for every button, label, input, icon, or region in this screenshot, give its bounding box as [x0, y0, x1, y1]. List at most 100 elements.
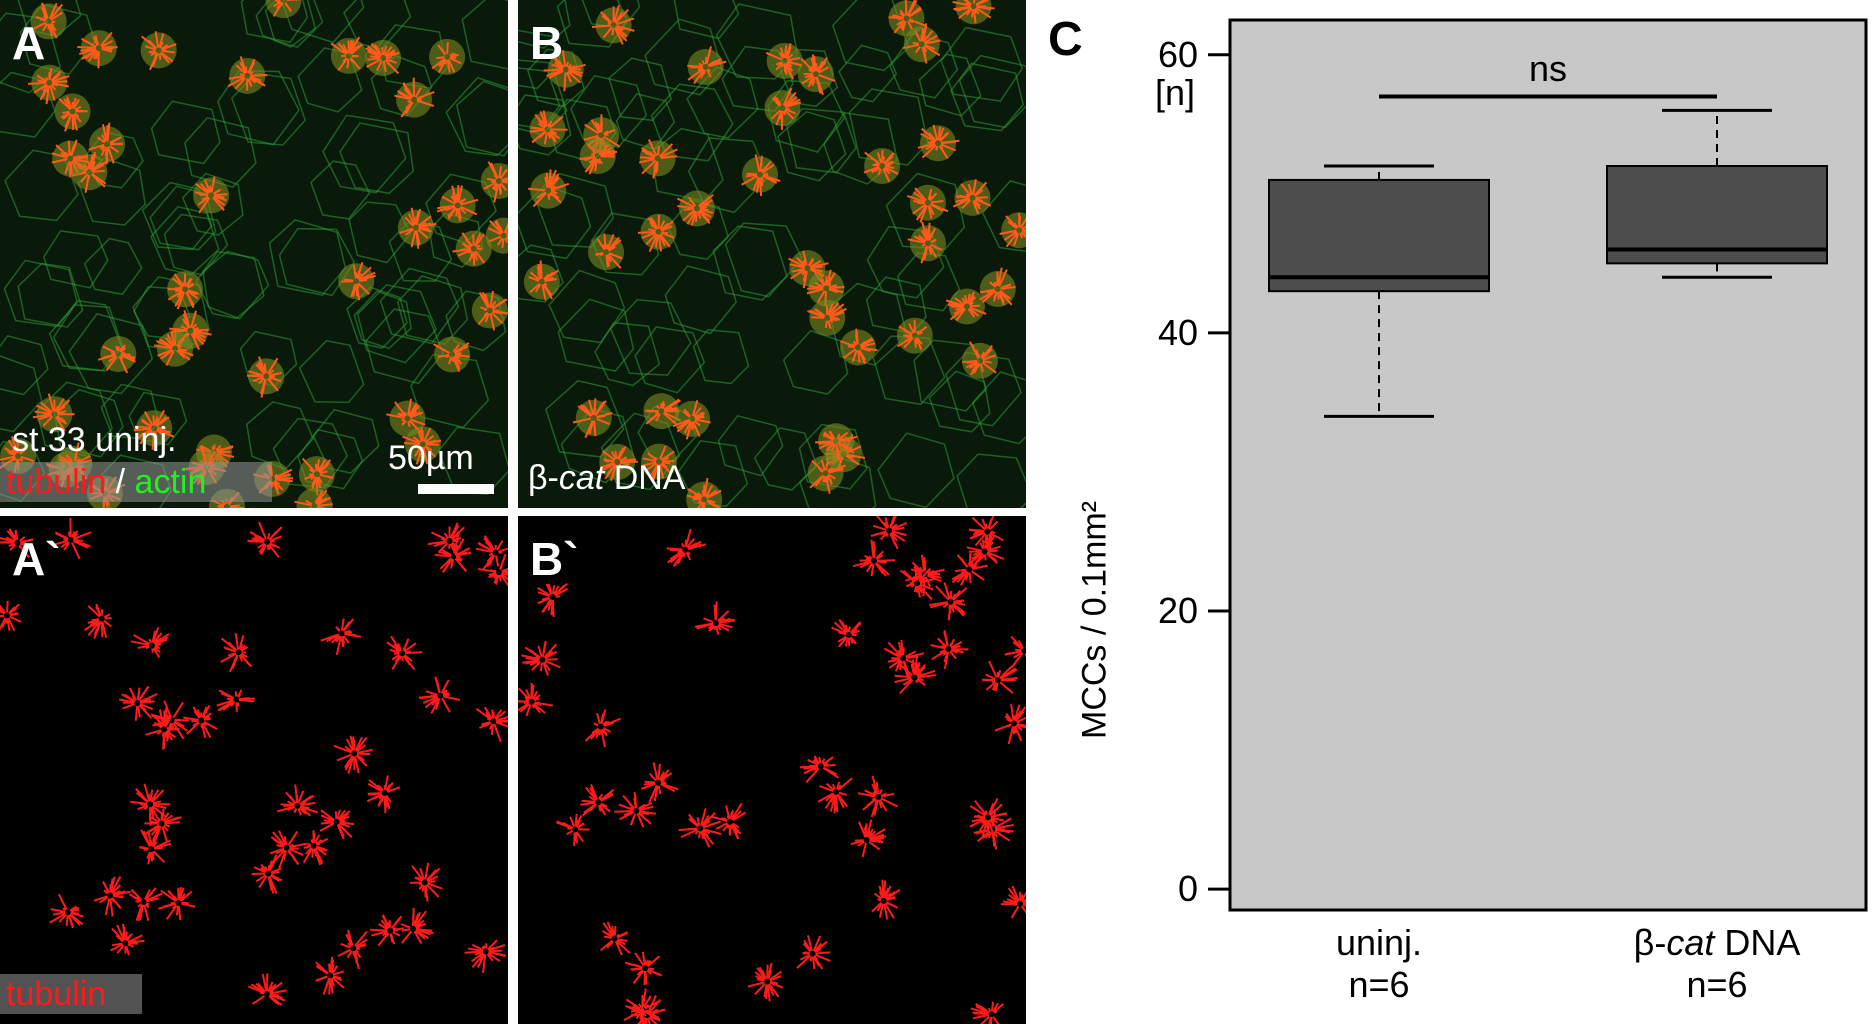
- box-0: [1268, 164, 1490, 418]
- actin-cell-outline: [664, 265, 738, 335]
- multiciliated-cell: [247, 973, 287, 1006]
- multiciliated-cell: [952, 0, 995, 25]
- panel-b-prime-label: B`: [530, 533, 579, 585]
- multiciliated-cell: [83, 603, 112, 639]
- scalebar: [418, 484, 494, 494]
- y-axis-title: MCCs / 0.1mm²: [1075, 501, 1114, 739]
- multiciliated-cell: [247, 521, 283, 558]
- actin-cell-outline: [19, 3, 96, 76]
- multiciliated-cell: [394, 77, 435, 118]
- multiciliated-cell: [386, 635, 423, 671]
- multiciliated-cell: [485, 217, 508, 254]
- multiciliated-cell: [979, 267, 1016, 307]
- multiciliated-cell: [952, 179, 992, 216]
- multiciliated-cell: [556, 813, 590, 847]
- multiciliated-cell: [973, 809, 1014, 850]
- multiciliated-cell: [410, 862, 443, 902]
- multiciliated-cell: [130, 783, 171, 826]
- multiciliated-cell: [572, 398, 613, 439]
- category-name-bcat: β-cat DNA: [1633, 922, 1801, 963]
- multiciliated-cell: [917, 124, 960, 162]
- multiciliated-cell: [580, 784, 615, 817]
- multiciliated-cell: [765, 42, 803, 80]
- category-name-uninj: uninj.: [1335, 922, 1423, 963]
- multiciliated-cell: [130, 626, 170, 659]
- actin-cell-outline: [928, 370, 991, 433]
- multiciliated-cell: [686, 477, 723, 508]
- actin-cell-outline: [956, 453, 1026, 508]
- multiciliated-cell: [637, 213, 677, 253]
- multiciliated-cell: [54, 93, 91, 132]
- actin-cell-outline: [240, 0, 309, 44]
- panel-b-caption-italic: cat: [558, 459, 605, 497]
- multiciliated-cell: [370, 914, 404, 947]
- multiciliated-cell: [294, 487, 333, 508]
- multiciliated-cell: [436, 185, 479, 224]
- multiciliated-cell: [870, 516, 907, 550]
- actin-cell-outline: [785, 107, 857, 174]
- actin-cell-outline: [150, 100, 221, 165]
- multiciliated-cell: [220, 633, 253, 673]
- multiciliated-cell: [863, 147, 901, 184]
- actin-cell-outline: [83, 237, 143, 296]
- multiciliated-cell: [139, 829, 172, 865]
- multiciliated-cell: [471, 290, 508, 331]
- actin-cell-outline: [3, 259, 78, 328]
- panel-b-micrograph: [518, 0, 1026, 508]
- actin-cell-outline: [945, 351, 1022, 427]
- actin-cell-outline: [950, 62, 1025, 132]
- actin-cell-outline: [48, 299, 123, 372]
- actin-cell-outline: [782, 329, 849, 395]
- multiciliated-cell: [614, 792, 657, 828]
- actin-cell-outline: [518, 184, 592, 260]
- multiciliated-cell: [269, 830, 308, 869]
- multiciliated-cell: [330, 36, 367, 74]
- multiciliated-cell: [433, 336, 471, 373]
- multiciliated-cell: [628, 994, 666, 1024]
- panel-a-prime-micrograph: [0, 517, 508, 1006]
- multiciliated-cell: [54, 517, 92, 560]
- multiciliated-cell: [521, 641, 561, 676]
- multiciliated-cell: [588, 233, 625, 271]
- actin-cell-outline: [958, 54, 1026, 129]
- actin-cell-outline: [608, 57, 672, 122]
- actin-cell-outline: [388, 221, 453, 282]
- multiciliated-cell: [852, 539, 896, 577]
- actin-cell-outline: [348, 201, 412, 264]
- multiciliated-cell: [28, 64, 70, 105]
- y-tick-label: 0: [1177, 868, 1198, 910]
- multiciliated-cell: [687, 46, 727, 85]
- panel-a-prime-legend: tubulin: [0, 974, 142, 1014]
- multiciliated-cell: [796, 935, 831, 970]
- actin-cell-outline: [715, 3, 799, 80]
- legend-actin: actin: [134, 463, 207, 501]
- multiciliated-cell: [815, 423, 858, 462]
- multiciliated-cell: [277, 784, 319, 817]
- actin-cell-outline: [346, 286, 408, 349]
- panel-b-prime-image: B`: [518, 516, 1026, 1024]
- multiciliated-cell: [907, 221, 946, 264]
- multiciliated-cell: [88, 122, 126, 165]
- legend-tubulin: tubulin: [6, 463, 107, 501]
- multiciliated-cell: [764, 87, 802, 130]
- multiciliated-cell: [981, 660, 1018, 694]
- actin-cell-outline: [885, 172, 966, 250]
- multiciliated-cell: [251, 854, 283, 894]
- y-tick-label: 20: [1157, 590, 1198, 632]
- multiciliated-cell: [77, 30, 118, 69]
- panel-c-label: C: [1048, 13, 1083, 66]
- category-n-uninj: n=6: [1348, 964, 1410, 1005]
- actin-cell-outline: [798, 423, 868, 490]
- multiciliated-cell: [945, 288, 987, 325]
- actin-cell-outline: [644, 18, 724, 96]
- multiciliated-cell: [475, 706, 508, 743]
- actin-cell-outline: [753, 427, 818, 491]
- multiciliated-cell: [579, 138, 618, 175]
- multiciliated-cell: [807, 455, 846, 494]
- multiciliated-cell: [970, 1001, 1004, 1024]
- multiciliated-cell: [400, 907, 434, 945]
- actin-cell-outline: [889, 33, 959, 99]
- multiciliated-cell: [643, 393, 682, 430]
- actin-cell-outline: [686, 66, 759, 139]
- multiciliated-cell: [799, 755, 840, 784]
